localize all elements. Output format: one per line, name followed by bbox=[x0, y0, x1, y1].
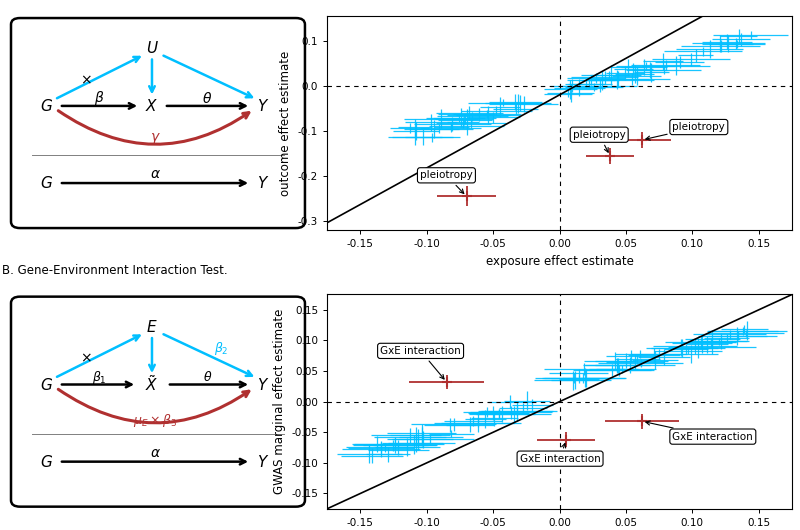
Text: $G$: $G$ bbox=[41, 175, 54, 191]
Text: $G$: $G$ bbox=[41, 376, 54, 393]
Text: $\alpha$: $\alpha$ bbox=[150, 446, 161, 460]
Text: $\alpha$: $\alpha$ bbox=[150, 167, 161, 181]
Text: $X$: $X$ bbox=[146, 98, 158, 114]
X-axis label: exposure effect estimate: exposure effect estimate bbox=[486, 255, 634, 268]
Text: pleiotropy: pleiotropy bbox=[573, 130, 626, 152]
Text: $\gamma$: $\gamma$ bbox=[150, 130, 160, 146]
Text: $Y$: $Y$ bbox=[257, 175, 269, 191]
FancyBboxPatch shape bbox=[11, 18, 305, 228]
Text: $G$: $G$ bbox=[41, 98, 54, 114]
Y-axis label: GWAS marginal effect estimate: GWAS marginal effect estimate bbox=[273, 309, 286, 494]
Text: GxE interaction: GxE interaction bbox=[646, 421, 753, 441]
Text: GxE interaction: GxE interaction bbox=[380, 346, 461, 379]
Text: pleiotropy: pleiotropy bbox=[646, 122, 725, 140]
Text: $Y$: $Y$ bbox=[257, 98, 269, 114]
Text: B. Gene-Environment Interaction Test.: B. Gene-Environment Interaction Test. bbox=[2, 264, 228, 277]
Text: $Y$: $Y$ bbox=[257, 454, 269, 470]
Text: $E$: $E$ bbox=[146, 319, 158, 334]
Text: $\theta$: $\theta$ bbox=[202, 370, 212, 384]
Text: pleiotropy: pleiotropy bbox=[420, 170, 473, 193]
Text: $G$: $G$ bbox=[41, 454, 54, 470]
Text: $U$: $U$ bbox=[146, 40, 158, 56]
Text: $\tilde{X}$: $\tilde{X}$ bbox=[146, 375, 158, 394]
FancyBboxPatch shape bbox=[11, 297, 305, 507]
Text: $\beta_2$: $\beta_2$ bbox=[214, 340, 228, 357]
Text: $\mu_E \times \beta_3$: $\mu_E \times \beta_3$ bbox=[133, 412, 177, 429]
Text: $Y$: $Y$ bbox=[257, 376, 269, 393]
Y-axis label: outcome effect estimate: outcome effect estimate bbox=[279, 50, 292, 196]
Text: $\theta$: $\theta$ bbox=[202, 91, 213, 106]
Text: $\beta_1$: $\beta_1$ bbox=[92, 368, 107, 385]
Text: $\beta$: $\beta$ bbox=[94, 90, 105, 108]
Text: $\times$: $\times$ bbox=[80, 352, 92, 366]
Text: GxE interaction: GxE interaction bbox=[520, 444, 601, 464]
Text: $\times$: $\times$ bbox=[80, 73, 92, 87]
